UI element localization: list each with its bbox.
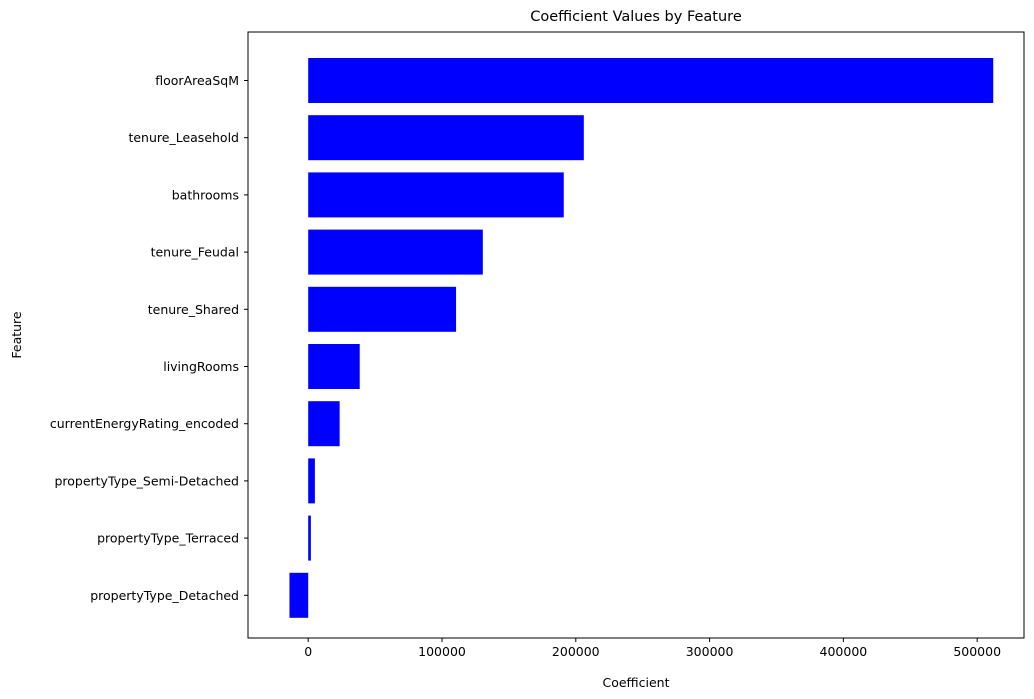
x-tick-label: 500000: [953, 644, 1001, 659]
x-tick-label: 200000: [552, 644, 600, 659]
bars-group: [289, 58, 994, 618]
y-tick-labels: floorAreaSqM tenure_Leasehold bathrooms ten…: [50, 73, 248, 603]
x-ticks: 0 100000 200000 300000 400000 500000: [304, 638, 1001, 659]
x-tick-label: 300000: [686, 644, 734, 659]
bar-floorAreaSqM: [308, 58, 994, 103]
y-tick-label: propertyType_Detached: [90, 588, 239, 603]
y-tick-label: livingRooms: [163, 359, 239, 374]
x-tick-label: 0: [304, 644, 312, 659]
y-tick-label: tenure_Leasehold: [128, 130, 239, 145]
bar-currentEnergyRating_encoded: [308, 401, 340, 447]
y-tick-label: bathrooms: [172, 187, 239, 202]
y-tick-label: propertyType_Semi-Detached: [54, 473, 239, 488]
y-tick-label: tenure_Shared: [148, 302, 239, 317]
plot-frame: [247, 31, 1025, 639]
bar-bathrooms: [308, 172, 564, 218]
y-tick-label: tenure_Feudal: [151, 245, 239, 260]
x-axis-label: Coefficient: [602, 675, 669, 690]
x-tick-label: 400000: [820, 644, 868, 659]
y-axis-label: Feature: [9, 311, 24, 359]
bar-propertyType_Semi-Detached: [308, 458, 315, 504]
bar-tenure_Shared: [308, 286, 457, 332]
x-tick-label: 100000: [418, 644, 466, 659]
bar-tenure_Feudal: [308, 229, 483, 275]
y-tick-label: currentEnergyRating_encoded: [50, 416, 239, 431]
bar-tenure_Leasehold: [308, 115, 584, 161]
chart-title: Coefficient Values by Feature: [530, 9, 742, 25]
y-tick-label: propertyType_Terraced: [97, 531, 239, 546]
bar-propertyType_Terraced: [308, 515, 311, 561]
bar-livingRooms: [308, 344, 360, 389]
bar-propertyType_Detached: [289, 572, 309, 618]
y-tick-label: floorAreaSqM: [155, 73, 239, 88]
